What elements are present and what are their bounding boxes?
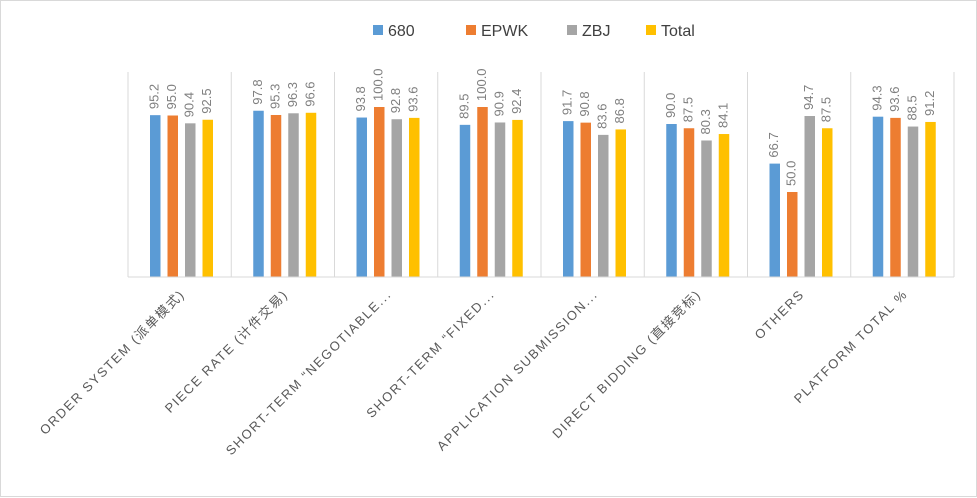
bar-total [409,117,420,277]
category-label: APPLICATION SUBMISSION... [434,287,601,454]
data-label: 92.8 [388,88,403,113]
bar-680 [666,124,677,277]
data-label: 93.6 [406,87,421,112]
bar-total [512,119,523,277]
bar-680 [150,115,161,277]
legend-label-epwk: EPWK [481,23,528,40]
legend-swatch-zbj [567,25,577,35]
data-label: 88.5 [904,95,919,120]
data-label: 84.1 [715,103,730,128]
bar-total [718,134,730,277]
data-label: 96.6 [302,81,317,106]
data-label: 86.8 [612,98,627,123]
bar-epwk [787,192,798,277]
legend-swatch-epwk [466,25,476,35]
data-label: 80.3 [698,109,713,134]
bar-zbj [391,119,402,278]
data-label: 89.5 [456,94,471,119]
bar-zbj [494,122,506,277]
data-label: 87.5 [819,97,834,122]
data-label: 92.5 [199,88,214,113]
data-label: 100.0 [474,68,489,101]
bar-total [615,129,626,277]
data-label: 90.4 [182,92,197,117]
bar-total [202,119,213,277]
bar-epwk [374,107,385,277]
bar-epwk [890,117,901,277]
legend-label-zbj: ZBJ [582,23,610,40]
bar-total [305,112,317,277]
data-label: 93.8 [353,86,368,111]
bar-680 [253,110,264,278]
bar-total [822,128,833,277]
data-label: 95.0 [164,84,179,109]
category-label: ORDER SYSTEM (派单模式) [37,287,188,438]
bar-680 [563,121,574,277]
legend: 680 EPWK ZBJ Total [373,23,695,40]
data-label: 66.7 [766,132,781,157]
data-label: 83.6 [595,104,610,129]
data-label: 96.3 [285,82,300,107]
bar-680 [769,163,780,277]
legend-swatch-680 [373,25,383,35]
legend-label-680: 680 [388,23,415,40]
bar-zbj [701,140,712,277]
data-label: 95.3 [267,84,282,109]
data-label: 100.0 [371,68,386,101]
value-labels: 95.2 97.8 93.8 89.5 91.7 90.0 66.7 94.3 95.0 95.3… [147,68,937,186]
bar-zbj [598,134,609,277]
data-label: 91.7 [560,90,575,115]
bar-epwk [477,107,488,277]
data-label: 90.9 [491,91,506,116]
bar-zbj [804,116,815,277]
bar-epwk [167,115,178,277]
data-label: 93.6 [887,87,902,112]
bar-680 [356,117,367,277]
bars [150,107,936,278]
data-label: 90.8 [577,91,592,116]
data-label: 91.2 [922,91,937,116]
data-label: 97.8 [250,79,265,104]
bar-epwk [683,128,695,277]
bar-zbj [288,113,299,277]
category-dividers [127,72,955,277]
bar-epwk [580,122,591,277]
bar-680 [872,116,884,277]
data-label: 90.0 [663,93,678,118]
category-label: PLATFORM TOTAL % [791,287,911,407]
data-label: 87.5 [680,97,695,122]
data-label: 92.4 [509,89,524,114]
category-label: OTHERS [752,287,808,343]
legend-label-total: Total [661,23,695,40]
bar-epwk [270,114,282,278]
data-label: 95.2 [147,84,162,109]
bar-total [925,121,936,278]
category-label: SHORT-TERM “NEGOTIABLE... [223,287,395,459]
category-labels: ORDER SYSTEM (派单模式)PIECE RATE (计件交易)SHOR… [37,287,911,459]
bar-zbj [907,126,919,277]
legend-swatch-total [646,25,656,35]
data-label: 50.0 [784,161,799,186]
data-label: 94.7 [801,85,816,110]
category-label: PIECE RATE (计件交易) [162,287,291,416]
bar-zbj [185,123,196,277]
data-label: 94.3 [869,85,884,110]
bar-680 [459,124,471,277]
